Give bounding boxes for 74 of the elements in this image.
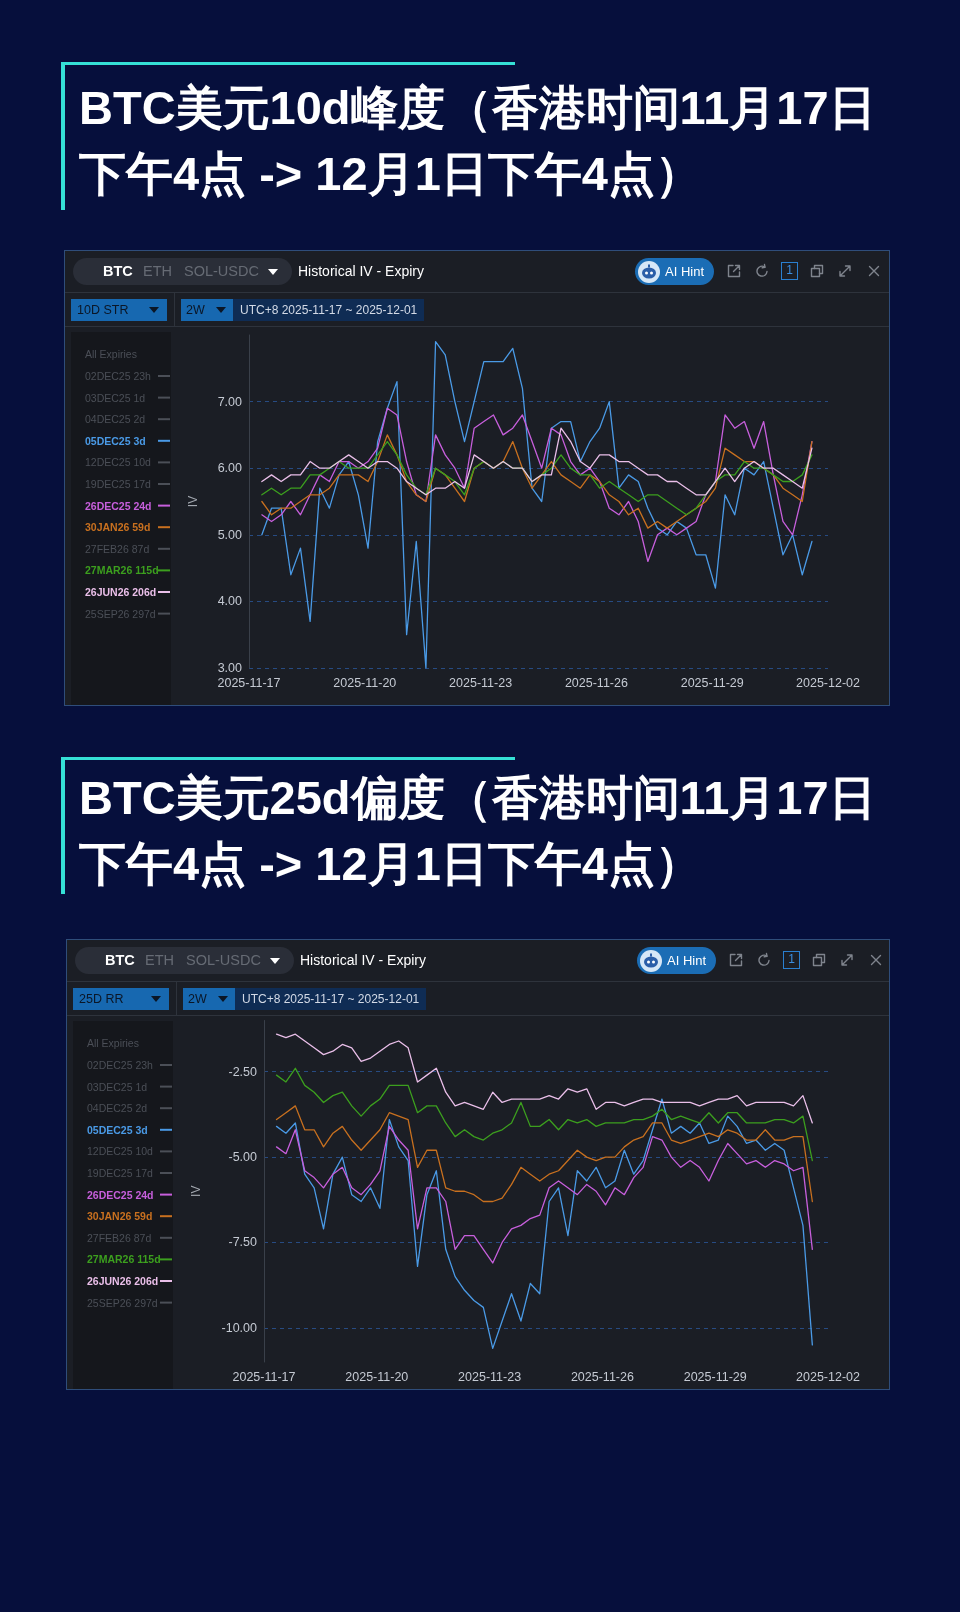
line-series (275, 1098, 813, 1349)
line-series (275, 1067, 813, 1162)
x-tick-label: 2025-11-23 (449, 675, 513, 690)
legend-title: All Expiries (85, 347, 137, 360)
legend-label: 03DEC25 1d (85, 391, 146, 404)
legend-label: 27MAR26 115d (87, 1253, 161, 1266)
text: SOL-USDC (184, 263, 259, 279)
text: 2W (188, 992, 207, 1006)
x-tick-label: 2025-11-20 (345, 1369, 409, 1384)
y-tick-label: -7.50 (228, 1235, 258, 1250)
text: ETH (143, 263, 172, 279)
legend-label: 12DEC25 10d (87, 1145, 154, 1158)
legend-label: 26DEC25 24d (85, 499, 152, 512)
y-tick-label: -10.00 (221, 1320, 258, 1335)
y-axis-title: IV (186, 495, 200, 508)
legend-label: 26DEC25 24d (87, 1188, 154, 1201)
y-tick-label: 4.00 (217, 594, 243, 609)
x-tick-label: 2025-11-29 (683, 1369, 747, 1384)
legend-label: 30JAN26 59d (85, 521, 151, 534)
legend-label: 12DEC25 10d (85, 456, 152, 469)
text: 2W (186, 303, 205, 317)
line-series (261, 434, 813, 529)
x-tick-label: 2025-11-26 (564, 675, 628, 690)
legend-label: 04DEC25 2d (85, 413, 146, 426)
x-tick-label: 2025-11-26 (570, 1369, 634, 1384)
legend-label: 02DEC25 23h (85, 370, 152, 382)
text: Historical IV - Expiry (298, 263, 425, 279)
legend-label: 05DEC25 3d (85, 434, 146, 447)
x-tick-label: 2025-12-02 (796, 675, 861, 690)
text: BTC (105, 952, 135, 968)
legend-label: 19DEC25 17d (85, 478, 152, 490)
date-range-field: UTC+8 2025-11-17 ~ 2025-12-01 (235, 988, 427, 1010)
x-tick-label: 2025-11-23 (458, 1369, 522, 1384)
line-series (261, 341, 813, 669)
legend-label: 27FEB26 87d (87, 1231, 152, 1244)
y-axis-title: IV (189, 1185, 203, 1197)
y-tick-label: -5.00 (228, 1150, 258, 1165)
number-tab: 1 (783, 951, 800, 969)
line-series (275, 1105, 813, 1203)
text: ETH (145, 952, 174, 968)
legend-label: 05DEC25 3d (87, 1123, 148, 1136)
legend-label: 04DEC25 2d (87, 1102, 148, 1115)
text: BTC (103, 263, 133, 279)
x-tick-label: 2025-11-17 (232, 1369, 296, 1384)
line-series (275, 1125, 813, 1264)
x-tick-label: 2025-12-02 (796, 1369, 861, 1384)
legend-label: 19DEC25 17d (87, 1167, 154, 1179)
x-tick-label: 2025-11-17 (217, 675, 281, 690)
number-tab: 1 (781, 262, 798, 280)
date-range-field: UTC+8 2025-11-17 ~ 2025-12-01 (233, 299, 425, 321)
legend-label: 03DEC25 1d (87, 1080, 148, 1093)
legend-label: 26JUN26 206d (85, 586, 157, 598)
line-series (261, 427, 813, 496)
chart-title: BTC美元25d偏度（香港时间11月17日下午4点 -> 12月1日下午4点） (79, 770, 877, 892)
y-tick-label: 5.00 (217, 527, 243, 542)
y-tick-label: -2.50 (228, 1064, 258, 1079)
legend-label: 27MAR26 115d (85, 564, 159, 577)
x-tick-label: 2025-11-20 (333, 675, 397, 690)
legend-label: 02DEC25 23h (87, 1059, 154, 1071)
y-tick-label: 3.00 (217, 661, 243, 675)
text: 10D STR (77, 303, 129, 317)
text: Historical IV - Expiry (300, 952, 427, 968)
legend-label: 26JUN26 206d (87, 1275, 159, 1287)
y-tick-label: 7.00 (217, 394, 243, 409)
x-tick-label: 2025-11-29 (680, 675, 744, 690)
text: 25D RR (79, 992, 124, 1006)
chart-title: BTC美元10d峰度（香港时间11月17日下午4点 -> 12月1日下午4点） (79, 80, 877, 202)
line-series (261, 407, 813, 563)
legend-label: 27FEB26 87d (85, 542, 150, 555)
y-tick-label: 6.00 (217, 461, 243, 476)
line-series (275, 1033, 813, 1124)
legend-title: All Expiries (87, 1036, 139, 1049)
legend-label: 30JAN26 59d (87, 1210, 153, 1223)
text: SOL-USDC (186, 952, 261, 968)
